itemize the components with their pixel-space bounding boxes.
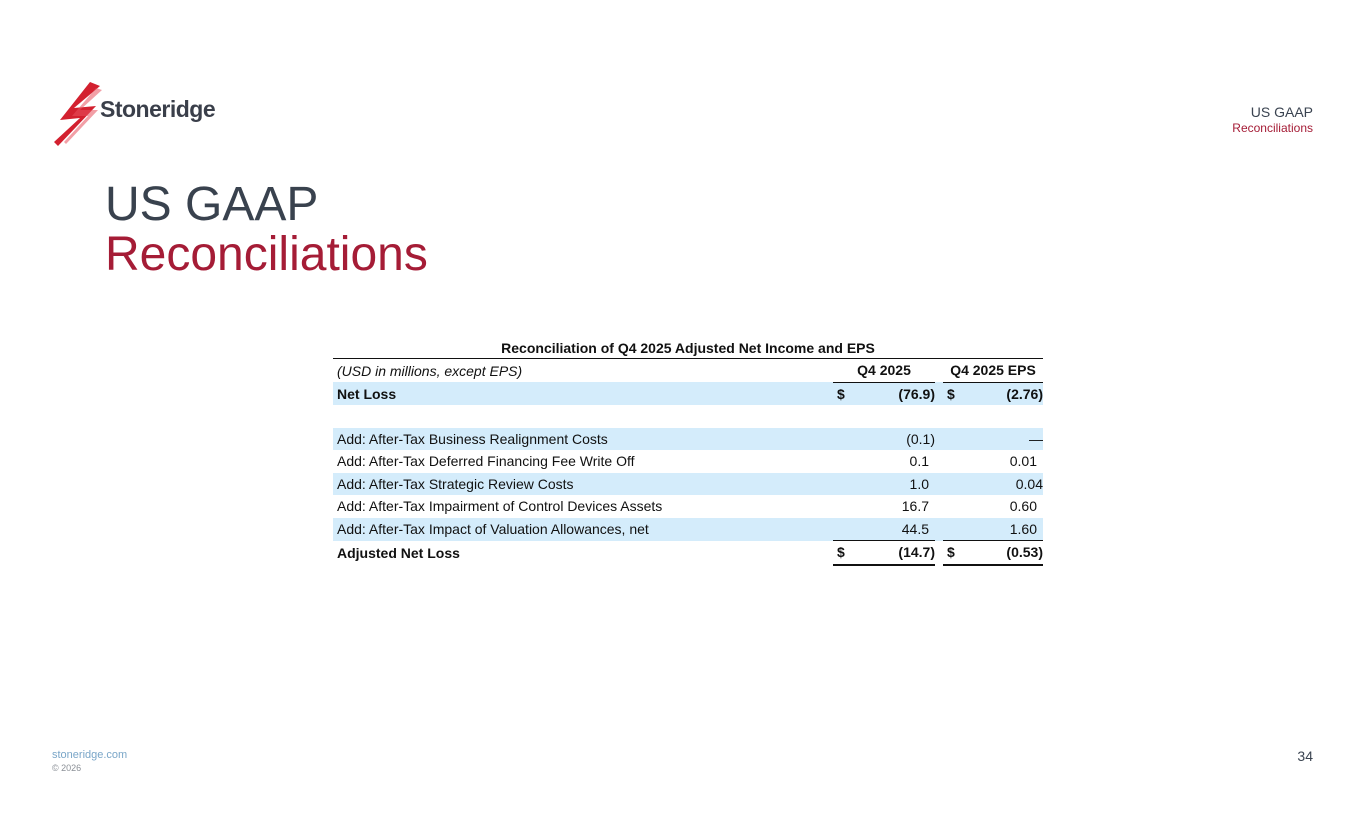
spacer-row: [333, 405, 1043, 428]
stoneridge-mark-icon: [54, 82, 102, 146]
table-row: Add: After-Tax Impairment of Control Dev…: [333, 495, 1043, 518]
page-number: 34: [1297, 748, 1313, 764]
table-row: Add: After-Tax Impact of Valuation Allow…: [333, 517, 1043, 541]
table-row: Add: After-Tax Deferred Financing Fee Wr…: [333, 450, 1043, 473]
value-q4-2025: (0.1): [847, 427, 935, 450]
section-label: US GAAP Reconciliations: [1232, 104, 1313, 136]
row-label: Add: After-Tax Impact of Valuation Allow…: [333, 517, 833, 541]
value-q4-2025: 16.7: [901, 498, 929, 515]
value-q4-2025-eps: (0.53): [957, 540, 1043, 566]
row-label: Add: After-Tax Strategic Review Costs: [333, 472, 833, 495]
dollar-sign: $: [833, 382, 847, 405]
stoneridge-logo: Stoneridge: [52, 80, 216, 150]
website-link[interactable]: stoneridge.com: [52, 749, 128, 761]
column-header-q4-2025-eps: Q4 2025 EPS: [943, 358, 1043, 383]
section-label-subtitle: Reconciliations: [1232, 121, 1313, 135]
value-q4-2025-eps: 0.01: [1009, 453, 1037, 470]
column-header-q4-2025: Q4 2025: [833, 358, 935, 383]
units-label: (USD in millions, except EPS): [333, 358, 833, 382]
value-q4-2025-eps: 0.04: [957, 472, 1043, 495]
value-q4-2025: (14.7): [847, 540, 935, 566]
page-title: US GAAP Reconciliations: [105, 180, 428, 280]
row-label: Adjusted Net Loss: [337, 544, 460, 561]
row-label: Add: After-Tax Business Realignment Cost…: [333, 427, 833, 450]
value-q4-2025-eps: 0.60: [1009, 498, 1037, 515]
value-q4-2025: 0.1: [909, 453, 929, 470]
table-row: Add: After-Tax Strategic Review Costs 1.…: [333, 472, 1043, 495]
table-row-total: Adjusted Net Loss $ (14.7) $ (0.53): [333, 540, 1043, 566]
row-label: Add: After-Tax Deferred Financing Fee Wr…: [337, 453, 635, 470]
value-q4-2025: (76.9): [847, 382, 935, 405]
table-row: Net Loss $ (76.9) $ (2.76): [333, 382, 1043, 405]
dollar-sign: $: [943, 382, 957, 405]
page-title-line1: US GAAP: [105, 178, 319, 231]
value-q4-2025-eps: 1.60: [957, 517, 1043, 541]
dollar-sign: $: [943, 540, 957, 566]
value-q4-2025-eps: —: [957, 427, 1043, 450]
reconciliation-table: Reconciliation of Q4 2025 Adjusted Net I…: [333, 338, 1043, 566]
page-title-line2: Reconciliations: [105, 228, 428, 281]
table-title: Reconciliation of Q4 2025 Adjusted Net I…: [501, 340, 875, 356]
section-label-title: US GAAP: [1250, 104, 1313, 120]
value-q4-2025: 44.5: [847, 517, 935, 541]
table-row: Add: After-Tax Business Realignment Cost…: [333, 427, 1043, 450]
dollar-sign: $: [833, 540, 847, 566]
value-q4-2025: 1.0: [847, 472, 935, 495]
reconciliation-grid: (USD in millions, except EPS) Q4 2025 Q4…: [333, 358, 1043, 566]
copyright-text: © 2026: [52, 763, 82, 773]
row-label: Net Loss: [333, 382, 833, 405]
row-label: Add: After-Tax Impairment of Control Dev…: [337, 498, 663, 515]
value-q4-2025-eps: (2.76): [957, 382, 1043, 405]
logo-wordmark: Stoneridge: [100, 96, 216, 122]
table-header-row: (USD in millions, except EPS) Q4 2025 Q4…: [333, 358, 1043, 383]
